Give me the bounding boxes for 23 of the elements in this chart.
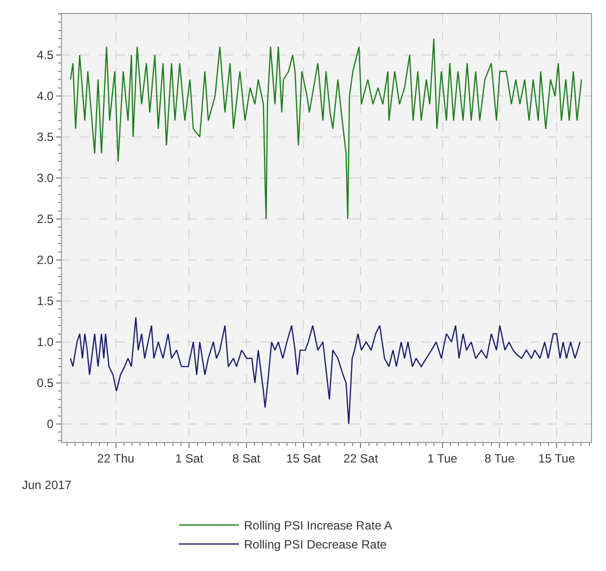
y-tick-label: 3.5	[36, 130, 54, 144]
x-tick-label: 1 Tue	[427, 451, 458, 466]
x-tick-label: 22 Thu	[97, 451, 134, 466]
x-tick-label: 15 Sat	[286, 451, 322, 466]
legend-label: Rolling PSI Increase Rate A	[244, 518, 392, 533]
line-series	[70, 316, 581, 425]
y-tick-label: 1.5	[36, 294, 54, 308]
y-tick-label: 0	[46, 417, 54, 432]
y-tick-label: 2.5	[36, 212, 54, 226]
y-tick-label: 1.0	[36, 335, 54, 350]
x-tick-label: 1 Sat	[175, 451, 204, 466]
x-tick-label: 22 Sat	[343, 451, 379, 466]
y-tick-label: 4.5	[36, 48, 54, 62]
y-tick-label: 3.0	[36, 171, 54, 186]
y-tick-label: 0.5	[36, 376, 54, 390]
x-tick-label: 8 Tue	[484, 451, 515, 466]
x-tick-label: 15 Tue	[538, 451, 576, 466]
line-series	[70, 38, 582, 220]
y-tick-label: 4.0	[36, 89, 54, 104]
y-tick-label: 2.0	[36, 253, 54, 268]
x-tick-label: 8 Sat	[232, 451, 262, 466]
legend-label: Rolling PSI Decrease Rate	[244, 538, 388, 552]
x-axis-title: Jun 2017	[22, 478, 72, 492]
